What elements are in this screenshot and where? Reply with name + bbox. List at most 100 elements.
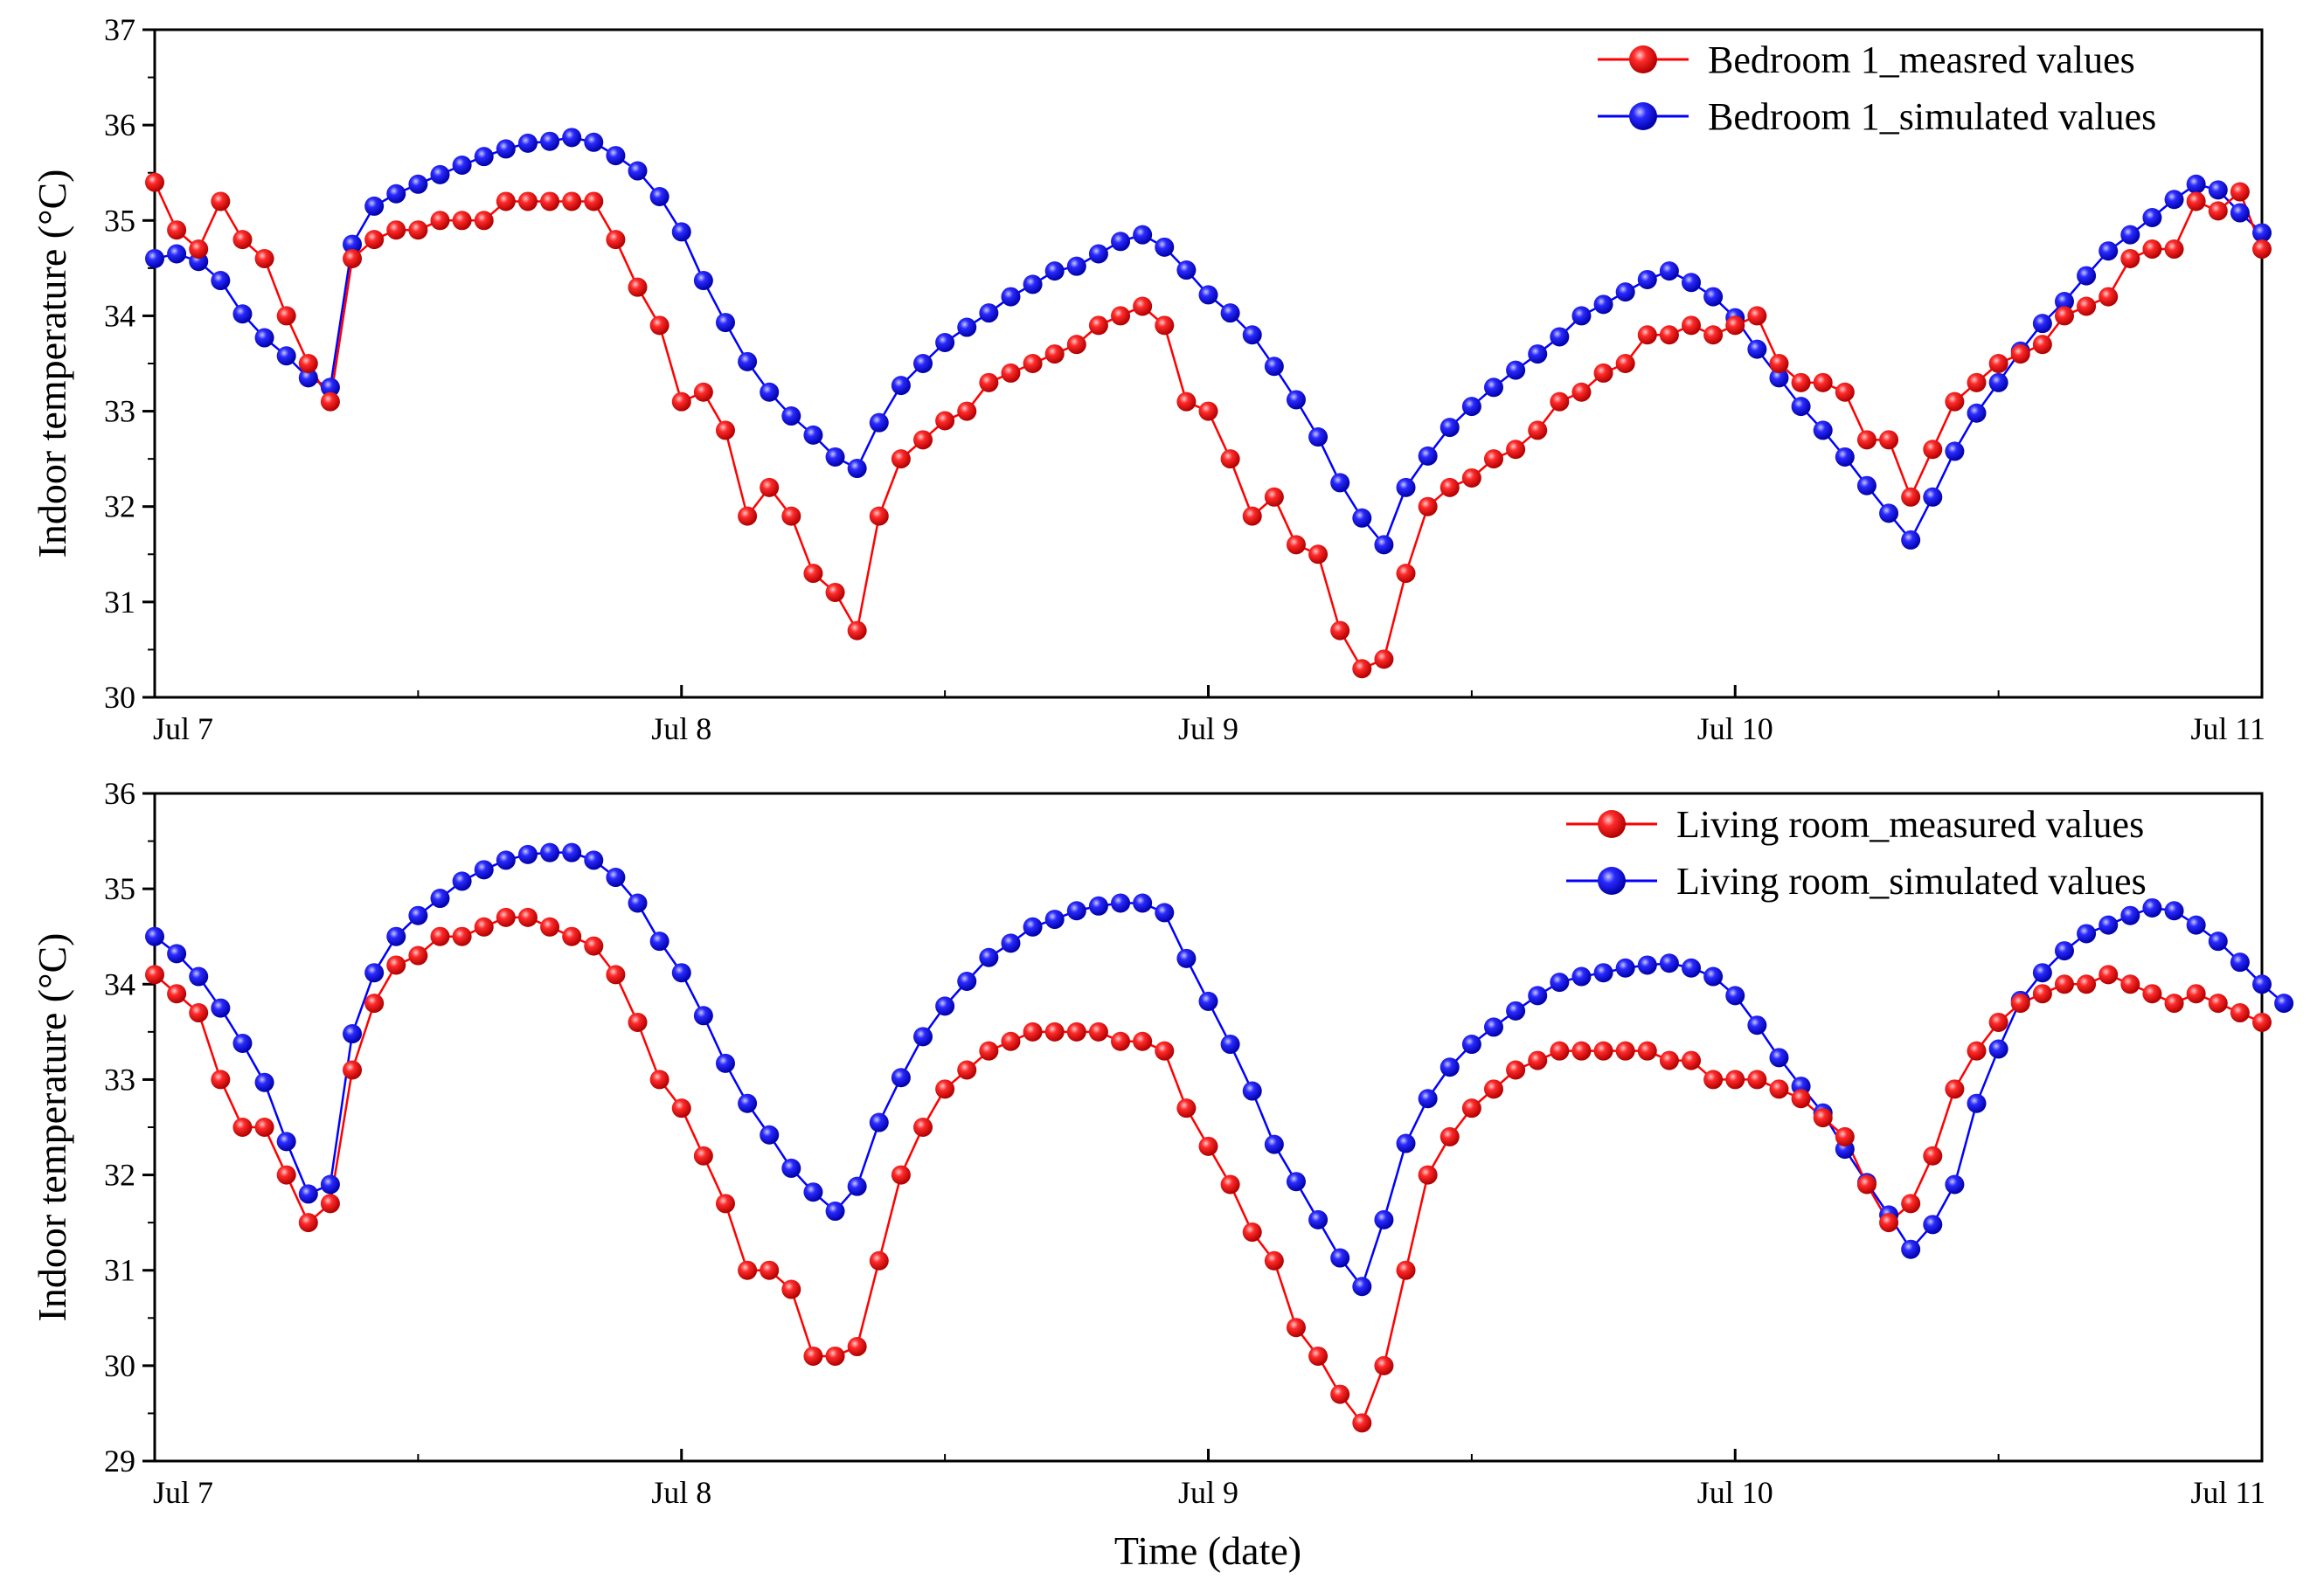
- y-tick-label: 34: [104, 966, 135, 1001]
- data-point: [2208, 201, 2228, 221]
- data-point: [979, 372, 999, 392]
- y-tick-label: 30: [104, 1348, 135, 1383]
- data-point: [1330, 1384, 1350, 1404]
- legend-label-living-simulated: Living room_simulated values: [1676, 860, 2147, 903]
- data-point: [1593, 1041, 1613, 1061]
- data-point: [276, 1132, 296, 1152]
- data-point: [1879, 503, 1899, 523]
- data-point: [452, 926, 472, 946]
- data-point: [935, 1079, 955, 1099]
- data-point: [2010, 344, 2030, 364]
- data-point: [254, 1118, 274, 1137]
- data-point: [254, 248, 274, 268]
- data-point: [1374, 1209, 1394, 1229]
- data-point: [1923, 1146, 1943, 1166]
- data-point: [1703, 1070, 1724, 1090]
- data-point: [1682, 1050, 1702, 1070]
- data-point: [1264, 1250, 1284, 1271]
- legend-marker-bedroom-simulated: [1629, 102, 1657, 130]
- data-point: [1088, 1022, 1108, 1042]
- y-tick-label: 31: [104, 585, 135, 620]
- data-point: [1242, 506, 1262, 526]
- data-point: [957, 401, 977, 421]
- data-point: [1133, 1031, 1153, 1051]
- data-point: [1439, 1126, 1460, 1146]
- y-tick-label: 33: [104, 1062, 135, 1097]
- data-point: [1352, 1277, 1372, 1297]
- data-point: [1176, 260, 1197, 280]
- data-point: [2099, 915, 2119, 935]
- data-point: [145, 926, 164, 946]
- data-point: [1176, 391, 1197, 412]
- data-point: [1286, 535, 1306, 555]
- data-point: [2077, 296, 2097, 316]
- data-point: [1461, 467, 1481, 488]
- data-point: [825, 1346, 845, 1366]
- data-point: [386, 926, 406, 946]
- series-line: [154, 136, 2263, 547]
- data-point: [1550, 1041, 1570, 1061]
- data-point: [1111, 306, 1131, 326]
- data-point: [2099, 287, 2119, 307]
- data-point: [430, 211, 450, 231]
- data-point: [649, 932, 669, 952]
- data-point: [2142, 897, 2162, 918]
- data-point: [1813, 420, 1833, 440]
- data-point: [693, 1146, 713, 1166]
- data-point: [276, 306, 296, 326]
- data-point: [1945, 441, 1965, 461]
- legend-marker-living-simulated: [1598, 867, 1626, 895]
- bedroom-y-axis-title: Indoor temperature (°C): [30, 170, 74, 558]
- data-point: [562, 128, 582, 148]
- data-point: [606, 146, 626, 166]
- data-point: [276, 346, 296, 366]
- data-point: [2032, 314, 2052, 334]
- data-point: [671, 1098, 691, 1119]
- data-point: [649, 315, 669, 336]
- y-tick-label: 34: [104, 298, 135, 333]
- data-point: [343, 1024, 363, 1044]
- x-axis-title: Time (date): [1114, 1528, 1301, 1573]
- data-point: [606, 230, 626, 250]
- data-point: [628, 277, 648, 297]
- data-point: [649, 1070, 669, 1090]
- data-point: [584, 191, 604, 211]
- data-point: [1703, 325, 1724, 345]
- data-point: [1945, 1079, 1965, 1099]
- data-point: [474, 917, 494, 937]
- data-point: [1023, 354, 1043, 373]
- data-point: [320, 391, 340, 412]
- data-point: [1088, 315, 1108, 336]
- data-point: [1835, 1126, 1855, 1146]
- data-point: [2077, 924, 2097, 944]
- data-point: [2230, 182, 2250, 202]
- y-tick-label: 32: [104, 489, 135, 524]
- data-point: [2252, 239, 2272, 260]
- data-point: [1835, 447, 1855, 467]
- data-point: [738, 1093, 758, 1113]
- data-point: [693, 1006, 713, 1026]
- data-point: [167, 984, 187, 1004]
- living-room-axis-ticks: 29 30 31 32 33 34 35 36 Jul 7 Jul 8 Jul 9 Jul 10 Jul…: [104, 776, 2265, 1510]
- data-point: [584, 132, 604, 152]
- data-point: [1396, 564, 1416, 584]
- data-point: [343, 234, 363, 254]
- data-point: [1461, 1035, 1481, 1055]
- data-point: [1264, 487, 1284, 507]
- data-point: [1352, 659, 1372, 679]
- data-point: [1044, 344, 1065, 364]
- data-point: [1439, 477, 1460, 497]
- data-point: [1901, 487, 1921, 507]
- data-point: [232, 304, 253, 324]
- data-point: [1637, 955, 1657, 975]
- data-point: [738, 506, 758, 526]
- data-point: [1176, 1098, 1197, 1119]
- data-point: [1901, 530, 1921, 550]
- data-point: [1044, 910, 1065, 930]
- data-point: [1856, 475, 1877, 495]
- data-point: [1286, 1318, 1306, 1338]
- data-point: [474, 211, 494, 231]
- data-point: [562, 926, 582, 946]
- data-point: [1483, 377, 1503, 398]
